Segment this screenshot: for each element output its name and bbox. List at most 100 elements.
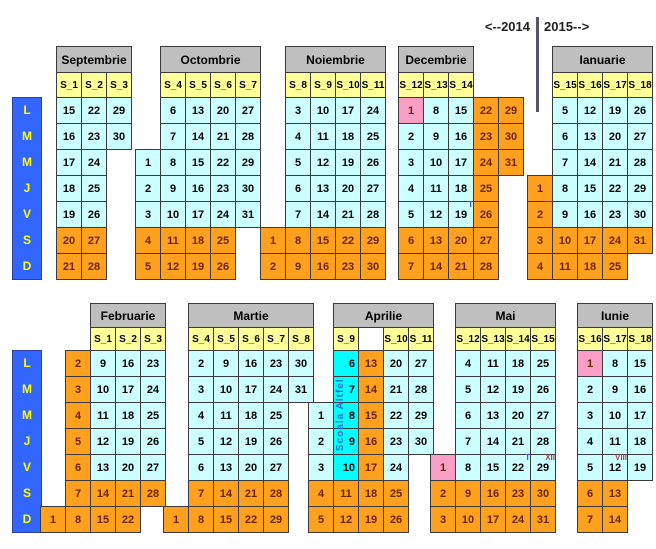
day-cell: 30 [530, 480, 556, 507]
day-cell: 27 [627, 123, 653, 150]
day-cell: 9 [333, 428, 359, 455]
day-cell: 16 [480, 480, 506, 507]
day-cell: 30 [235, 175, 261, 202]
exam-marker: XII [545, 453, 555, 462]
day-cell: 17 [448, 149, 474, 176]
day-cell: 20 [383, 350, 409, 377]
week-label: S_2 [115, 327, 141, 351]
day-cell: 13 [185, 97, 211, 124]
day-cell: 9 [423, 123, 449, 150]
year-2014-label: <--2014 [484, 19, 530, 34]
weekday-label: M [22, 129, 32, 143]
day-cell: 22 [81, 97, 107, 124]
day-cell: 8 [602, 350, 628, 377]
weekday-label: M [22, 382, 32, 396]
day-cell: 15 [310, 227, 336, 254]
day-cell: 22 [335, 227, 361, 254]
day-cell: 1 [40, 506, 66, 533]
week-label: S_13 [480, 327, 506, 351]
day-cell: 2 [188, 350, 214, 377]
day-cell: 19 T [448, 201, 474, 228]
day-cell: 24 [360, 97, 386, 124]
day-cell: 10 [310, 97, 336, 124]
day-cell: 22 [383, 402, 409, 429]
day-cell: 26 [81, 201, 107, 228]
day-cell: 30 [360, 253, 386, 280]
day-cell: 15 [358, 402, 384, 429]
week-label: S_5 [185, 72, 211, 98]
day-cell: 21 [56, 253, 82, 280]
day-cell: 23 [140, 350, 166, 377]
day-cell: 14 [185, 123, 211, 150]
day-cell: 16 [185, 175, 211, 202]
day-cell: 2 [430, 480, 456, 507]
day-cell: 3 [527, 227, 553, 254]
day-cell: 29 [360, 227, 386, 254]
day-cell: 10 [160, 201, 186, 228]
day-cell: 24 [140, 376, 166, 403]
day-cell: 30 [498, 123, 524, 150]
day-cell: 11 [480, 350, 506, 377]
week-label: S_2 [81, 72, 107, 98]
weekday-label: M [22, 408, 32, 422]
day-cell: 24 [602, 227, 628, 254]
day-cell: 25 [81, 175, 107, 202]
day-cell: 21 [383, 376, 409, 403]
day-cell: 7 [65, 480, 91, 507]
day-cell: 6 [65, 454, 91, 481]
week-label: S_13 [423, 72, 449, 98]
day-cell: 5 [398, 201, 424, 228]
day-cell: 28 [530, 428, 556, 455]
week-label: S_3 [106, 72, 132, 98]
day-cell: 10 [213, 376, 239, 403]
day-cell: 24 [505, 506, 531, 533]
day-cell: 4 [398, 175, 424, 202]
day-cell: 3 [577, 402, 603, 429]
day-cell: 22 [115, 506, 141, 533]
day-cell: 7 [188, 480, 214, 507]
week-label: S_6 [210, 72, 236, 98]
day-cell: 8 [65, 506, 91, 533]
day-cell: 18 [577, 253, 603, 280]
day-cell: 14 [310, 201, 336, 228]
day-cell: 23 [473, 123, 499, 150]
weekday-label: S [22, 486, 31, 500]
day-cell: 6 [285, 175, 311, 202]
day-cell: 31 [498, 149, 524, 176]
day-cell: 28 [627, 149, 653, 176]
day-cell: 16 [577, 201, 603, 228]
day-cell: 21 [335, 201, 361, 228]
day-cell: 23 [210, 175, 236, 202]
day-cell: 6 [552, 123, 578, 150]
day-cell: 19 [185, 253, 211, 280]
week-label: S_16 [577, 72, 603, 98]
day-cell: 23 [335, 253, 361, 280]
weekday-label: J [23, 434, 31, 448]
day-cell: 23 [602, 201, 628, 228]
day-cell: 30 [288, 350, 314, 377]
day-cell: 9 [90, 350, 116, 377]
day-cell: 31 [235, 201, 261, 228]
day-cell: 2 [135, 175, 161, 202]
day-cell: 23 [383, 428, 409, 455]
day-cell: 14 [213, 480, 239, 507]
day-cell: 19 [505, 376, 531, 403]
week-label: S_7 [263, 327, 289, 351]
day-cell: 10 [423, 149, 449, 176]
day-cell: 14 [577, 149, 603, 176]
day-cell: 28 [408, 376, 434, 403]
day-cell: 4 [285, 123, 311, 150]
day-cell: 7 [577, 506, 603, 533]
day-cell: 19 [335, 149, 361, 176]
day-cell: 1 [430, 454, 456, 481]
exam-marker: T [525, 453, 530, 462]
day-cell: 8 [423, 97, 449, 124]
day-cell: 18 [56, 175, 82, 202]
day-cell: 7 [398, 253, 424, 280]
day-cell: 21 [115, 480, 141, 507]
day-cell: 23 [263, 350, 289, 377]
week-label: S_4 [160, 72, 186, 98]
day-cell: 17 [577, 227, 603, 254]
day-cell: 11 [552, 253, 578, 280]
month-header: Mai [455, 303, 556, 328]
